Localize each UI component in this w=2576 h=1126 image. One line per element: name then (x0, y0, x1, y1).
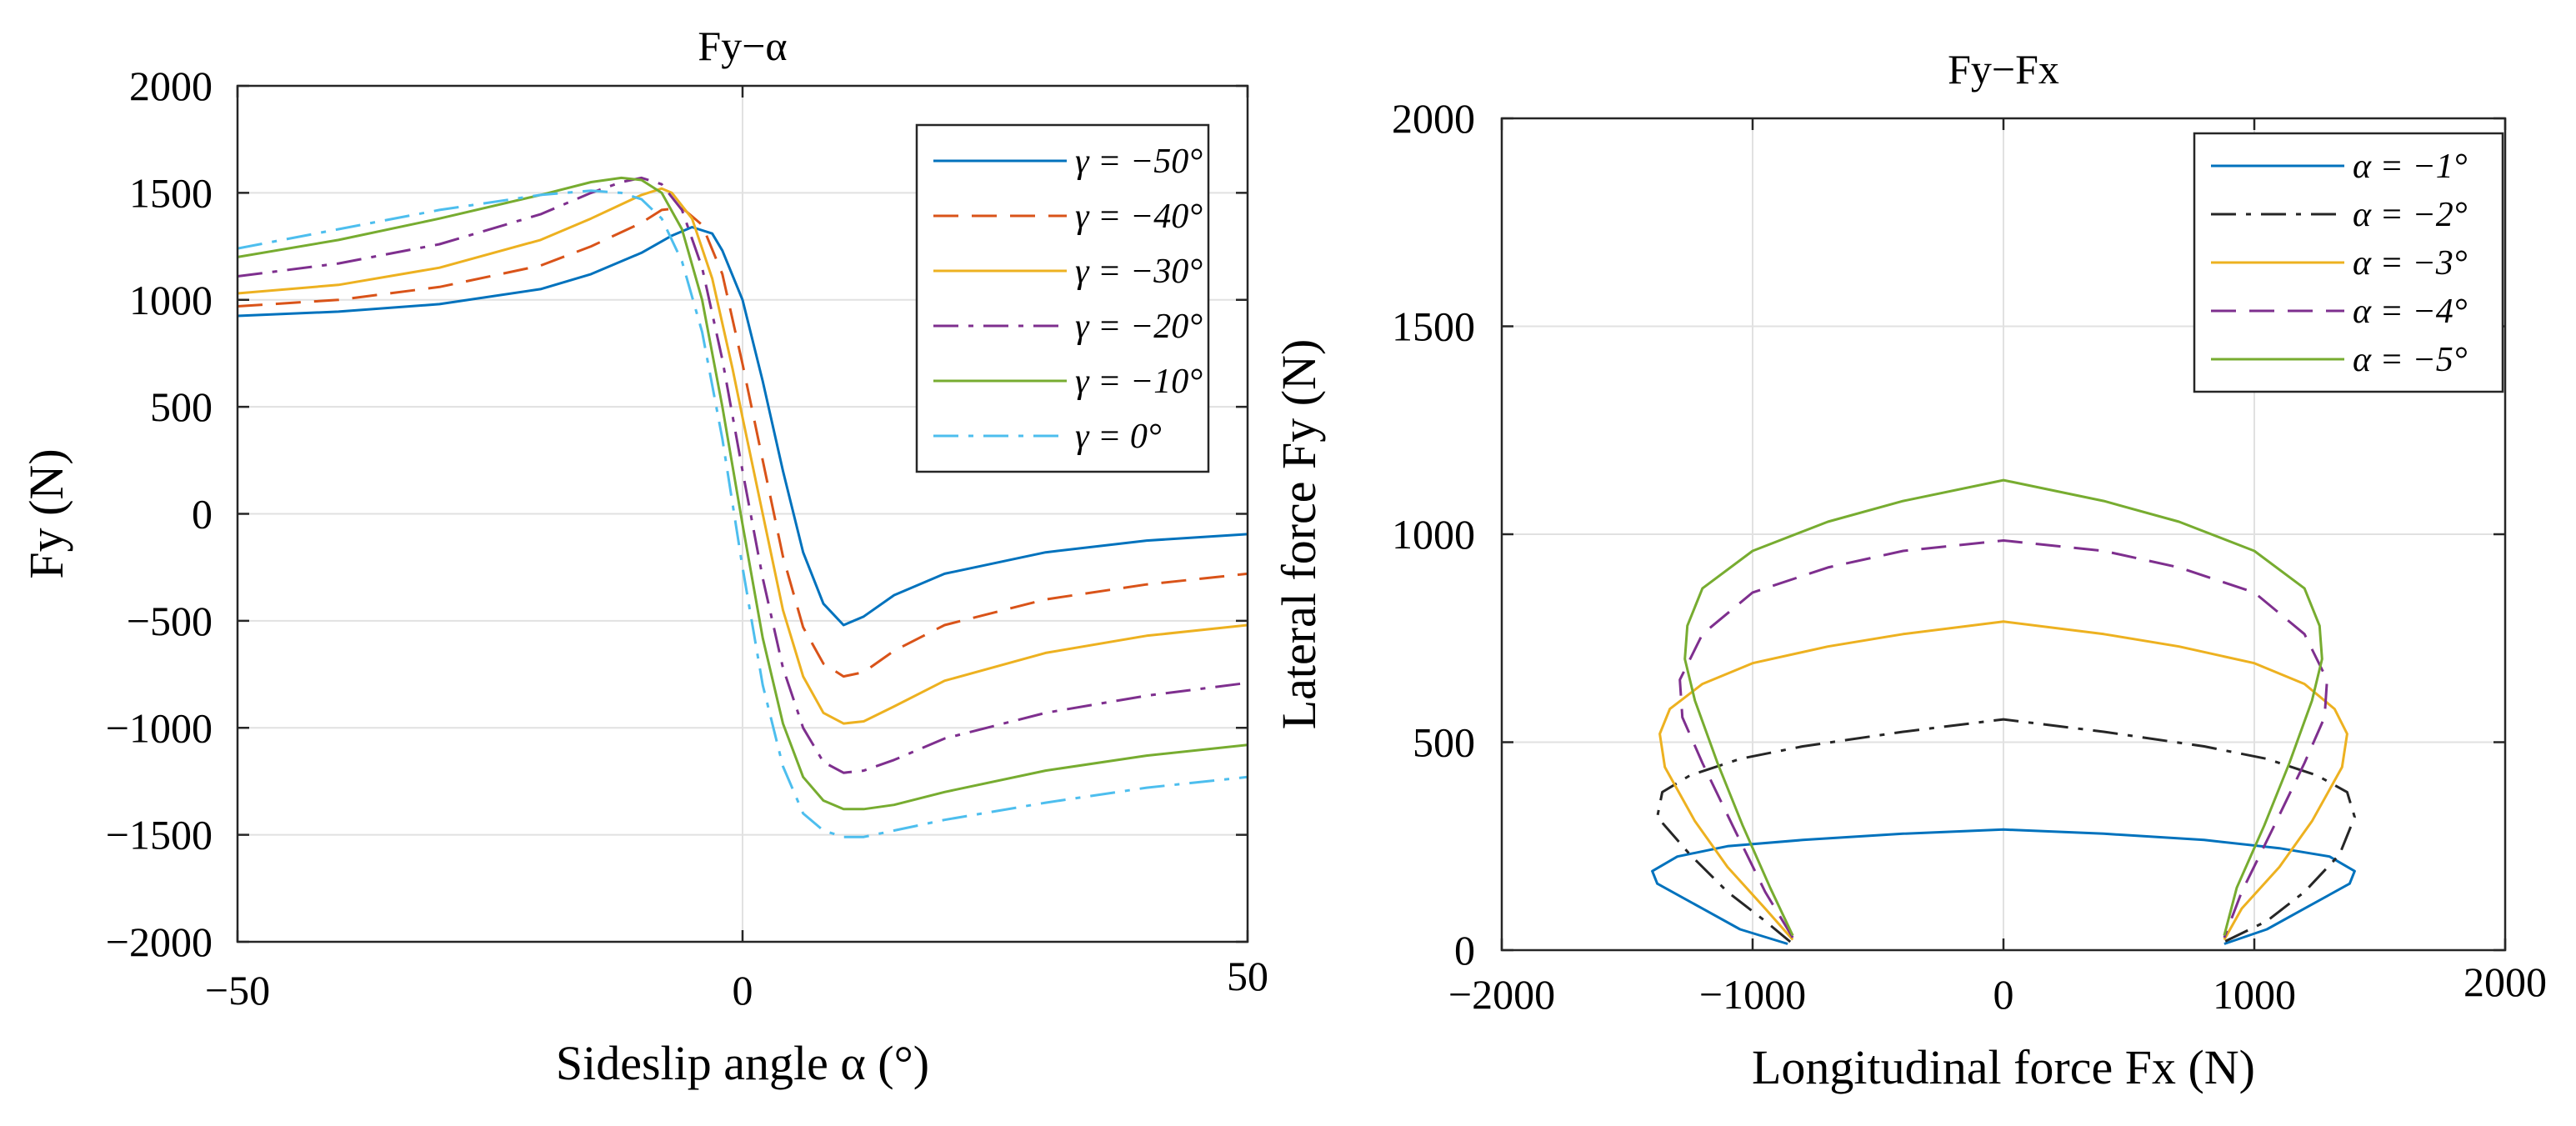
legend-entry-2: γ = −40° (1075, 198, 1203, 236)
x-tick-label: 1000 (2213, 971, 2296, 1018)
x-tick-label: 0 (1993, 971, 2014, 1018)
x-tick-label: −2000 (1448, 971, 1555, 1018)
y-tick-label: 1000 (1392, 511, 1475, 558)
x-tick-label: 2000 (2463, 958, 2547, 1005)
y-tick-label: 1500 (129, 169, 213, 216)
legend-entry-3: γ = −30° (1075, 253, 1203, 291)
y-tick-label: 1500 (1392, 303, 1475, 350)
x-axis-label: Sideslip angle α (°) (556, 1036, 929, 1090)
x-tick-label: 0 (733, 967, 753, 1013)
legend-entry-2: α = −2° (2353, 196, 2468, 234)
ticks: −2000 −1000 0 1000 2000 2000 1500 1000 500 0 (1392, 95, 2547, 1018)
y-tick-label: 2000 (129, 63, 213, 109)
y-tick-label: 1000 (129, 277, 213, 323)
legend: α = −1° α = −2° α = −3° α = −4° α = −5° (2193, 132, 2504, 393)
series-line-3 (238, 187, 1248, 725)
legend-entry-5: γ = −10° (1075, 363, 1203, 401)
y-axis-label: Fy (N) (19, 448, 73, 578)
y-axis-label: Lateral force Fy (N) (1272, 339, 1326, 730)
x-tick-label: 50 (1227, 953, 1268, 999)
series-group (1651, 478, 2356, 945)
legend-box (915, 123, 1210, 473)
series-line-1 (1651, 828, 2356, 945)
y-tick-label: 0 (1454, 927, 1475, 973)
series-line-4 (1678, 539, 2328, 938)
series-line-4 (238, 176, 1248, 774)
series-line-1 (238, 226, 1248, 627)
y-tick-label: 500 (1413, 719, 1475, 766)
series-line-3 (1658, 620, 2348, 941)
ticks: −50 0 502000150010005000−500−1000−1500−200… (106, 63, 1268, 1013)
legend-entry-1: γ = −50° (1075, 143, 1203, 181)
grid (1502, 118, 2505, 950)
x-axis-label: Longitudinal force Fx (N) (1752, 1040, 2255, 1094)
legend-entry-6: γ = 0° (1075, 418, 1162, 456)
chart-1: −50 0 502000150010005000−500−1000−1500−200… (19, 23, 1268, 1090)
y-tick-label: 0 (192, 491, 213, 538)
series-group (238, 176, 1248, 838)
legend: γ = −50° γ = −40° γ = −30° γ = −20° γ = −10°… (915, 123, 1210, 473)
chart-2: −2000 −1000 0 1000 2000 2000 1500 1000 500 0 Fy−Fx… (1272, 46, 2547, 1094)
y-tick-label: −1000 (106, 704, 213, 751)
x-tick-label: −1000 (1699, 971, 1806, 1018)
chart-title: Fy−α (698, 23, 787, 69)
series-line-2 (1656, 718, 2356, 943)
legend-entry-5: α = −5° (2353, 341, 2468, 379)
y-tick-label: 500 (150, 383, 213, 430)
y-tick-label: 2000 (1392, 95, 1475, 142)
y-tick-label: −1500 (106, 812, 213, 858)
series-line-5 (1683, 478, 2323, 937)
x-tick-label: −50 (205, 967, 270, 1013)
chart-title: Fy−Fx (1948, 46, 2059, 93)
legend-entry-4: α = −4° (2353, 293, 2468, 331)
series-line-2 (238, 206, 1248, 678)
y-tick-label: −500 (127, 598, 213, 644)
legend-entry-1: α = −1° (2353, 148, 2468, 186)
series-line-5 (238, 176, 1248, 811)
legend-entry-4: γ = −20° (1075, 308, 1203, 346)
series-line-6 (238, 189, 1248, 838)
legend-entry-3: α = −3° (2353, 244, 2468, 283)
y-tick-label: −2000 (106, 918, 213, 965)
